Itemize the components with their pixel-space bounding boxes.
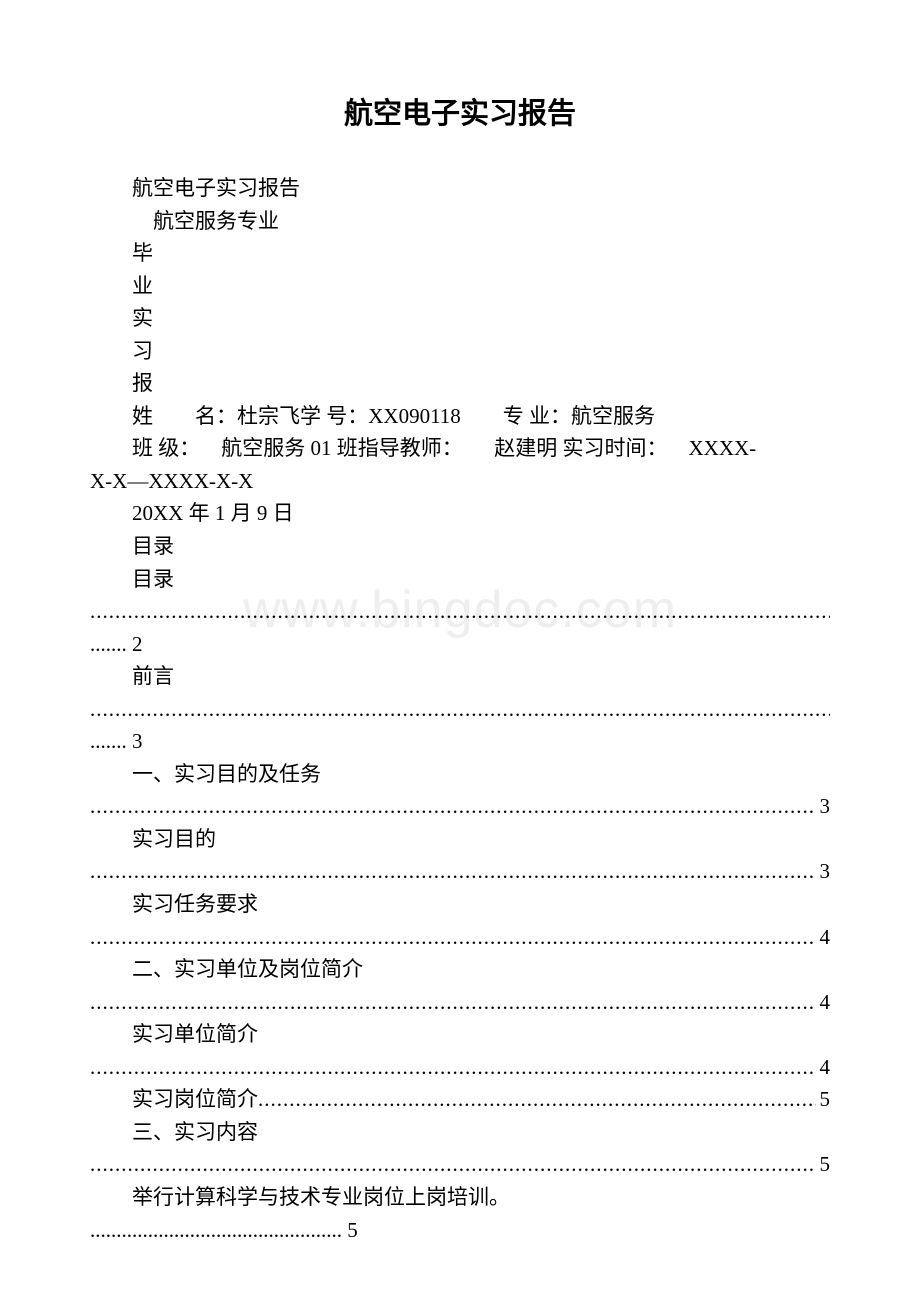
toc-entry-dots: ........................................… bbox=[90, 1214, 830, 1247]
toc-container: 目录......................................… bbox=[90, 563, 830, 1246]
toc-entry-dots: ........................................… bbox=[90, 595, 830, 628]
date-line: 20XX 年 1 月 9 日 bbox=[90, 497, 830, 530]
toc-entry-dots: ........................................… bbox=[90, 1051, 830, 1084]
vertical-char: 毕 bbox=[132, 237, 830, 270]
vertical-char: 报 bbox=[132, 367, 830, 400]
toc-entry-dots: ........................................… bbox=[90, 921, 830, 954]
subtitle-line: 航空电子实习报告 bbox=[90, 172, 830, 205]
toc-entry-label: 前言 bbox=[90, 660, 830, 693]
toc-entry-dots: ........................................… bbox=[90, 855, 830, 888]
toc-entry-label: 举行计算科学与技术专业岗位上岗培训。 bbox=[90, 1181, 830, 1214]
toc-entry-dots: ........................................… bbox=[90, 790, 830, 823]
toc-entry-page: 5 bbox=[816, 1083, 831, 1116]
info-line-1: 姓 名：杜宗飞学 号：XX090118 专 业：航空服务 bbox=[90, 400, 830, 433]
vertical-char: 业 bbox=[132, 270, 830, 303]
toc-entry-dots-page: ....... 3 bbox=[90, 725, 830, 758]
toc-entry-label: 三、实习内容 bbox=[90, 1116, 830, 1149]
vertical-label: 毕 业 实 习 报 bbox=[90, 237, 830, 400]
toc-entry-label: 一、实习目的及任务 bbox=[90, 758, 830, 791]
vertical-char: 习 bbox=[132, 335, 830, 368]
document-content: 航空电子实习报告 航空电子实习报告 航空服务专业 毕 业 实 习 报 姓 名：杜… bbox=[90, 90, 830, 1246]
info-line-2: 班 级： 航空服务 01 班指导教师： 赵建明 实习时间： XXXX- bbox=[90, 432, 830, 465]
toc-entry-label: 实习单位简介 bbox=[90, 1018, 830, 1051]
toc-entry-label: 实习目的 bbox=[90, 823, 830, 856]
toc-entry-dots: ........................................… bbox=[90, 1148, 830, 1181]
info-line-2b: X-X—XXXX-X-X bbox=[90, 465, 830, 498]
toc-entry-label: 实习岗位简介 bbox=[90, 1083, 258, 1116]
toc-entry-row: 实习岗位简介..................................… bbox=[90, 1083, 830, 1116]
toc-entry-dots-page: ....... 2 bbox=[90, 628, 830, 661]
toc-entry-label: 实习任务要求 bbox=[90, 888, 830, 921]
major-line: 航空服务专业 bbox=[90, 205, 830, 238]
toc-entry-dots: ........................................… bbox=[90, 986, 830, 1019]
vertical-char: 实 bbox=[132, 302, 830, 335]
toc-entry-dots: ........................................… bbox=[90, 693, 830, 726]
toc-entry-label: 目录 bbox=[90, 563, 830, 596]
document-title: 航空电子实习报告 bbox=[90, 90, 830, 132]
toc-heading: 目录 bbox=[90, 530, 830, 563]
toc-entry-label: 二、实习单位及岗位简介 bbox=[90, 953, 830, 986]
